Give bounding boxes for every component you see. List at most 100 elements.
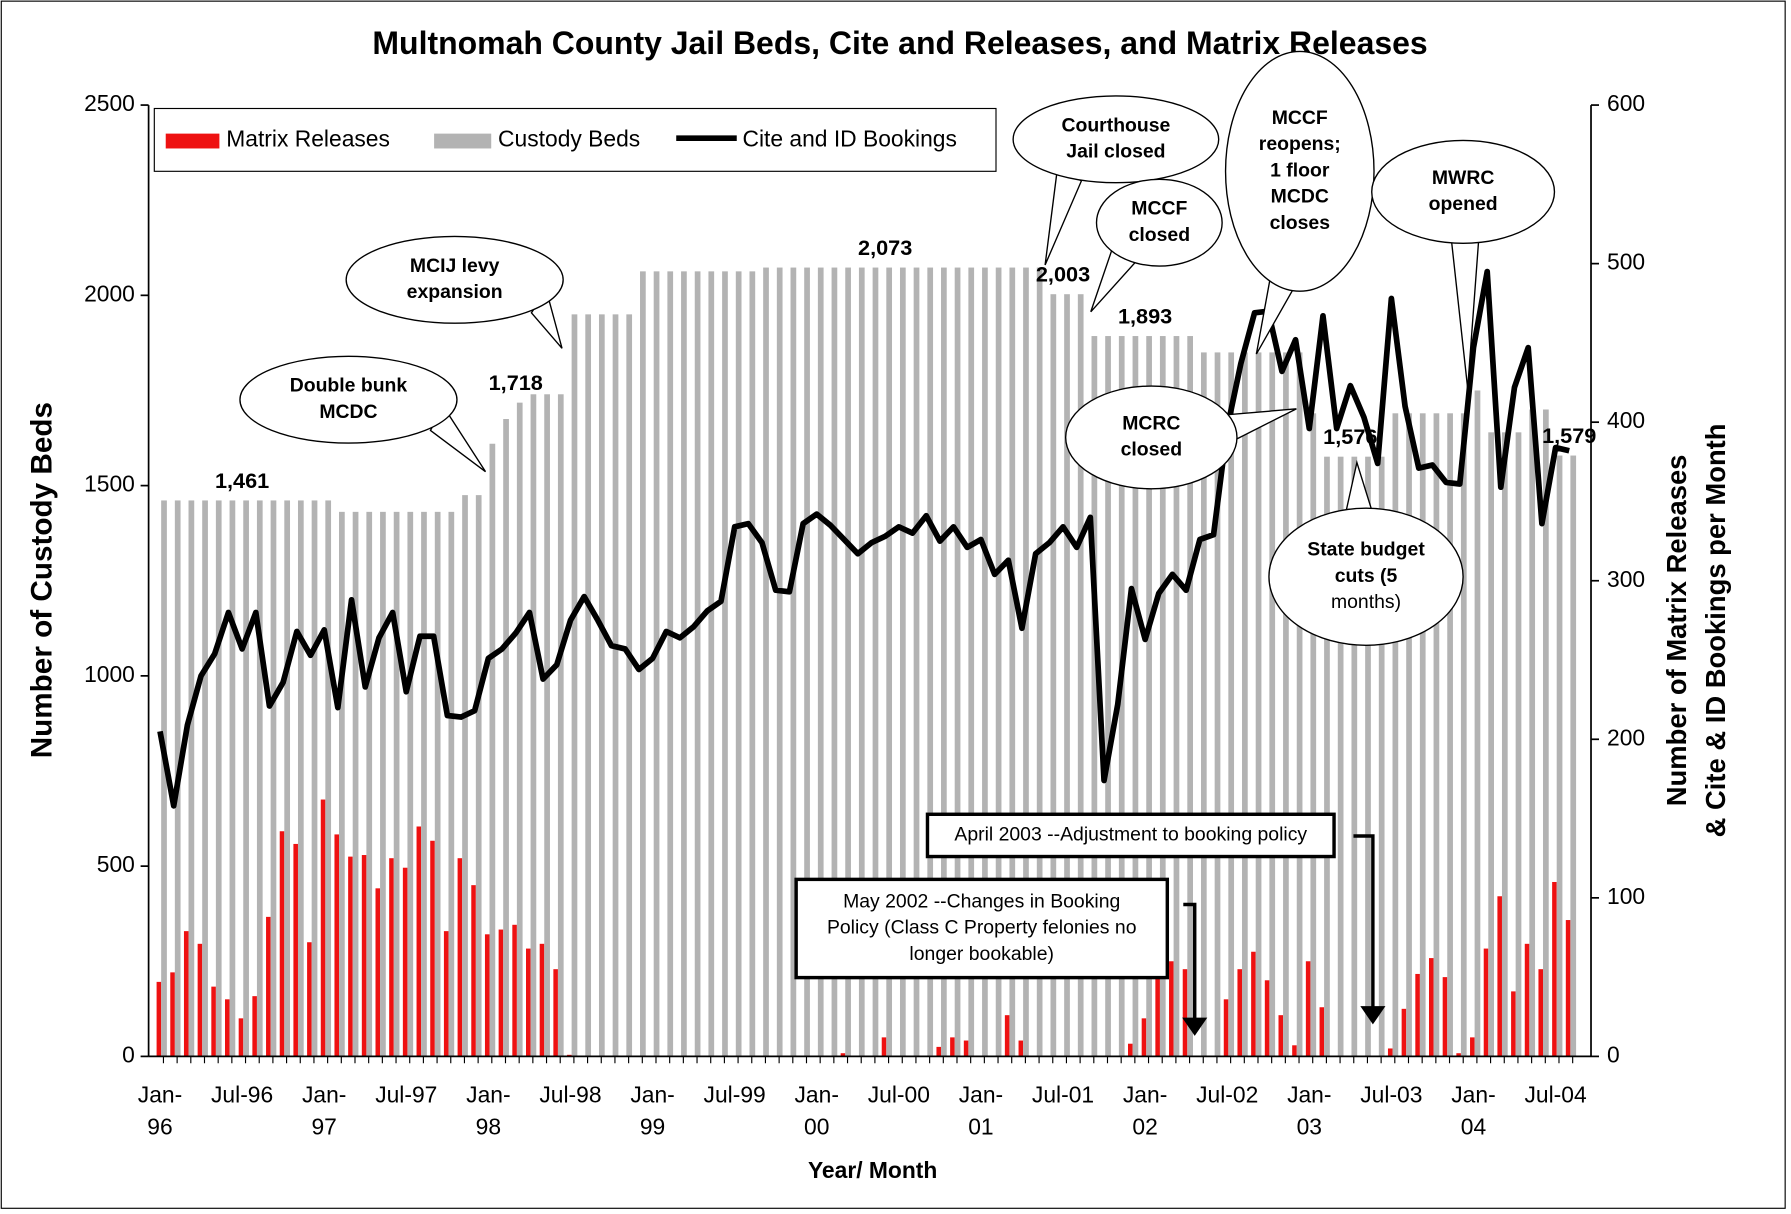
- x-tick-label-line: Jan-: [959, 1081, 1003, 1107]
- bar: [402, 867, 408, 1057]
- bar: [197, 943, 203, 1057]
- bar: [1319, 1007, 1325, 1057]
- callout-cover: [1114, 138, 1118, 141]
- x-tick-label-line: 98: [476, 1113, 501, 1139]
- callout-cover: [1158, 221, 1161, 224]
- bar: [1118, 336, 1125, 1057]
- bar: [872, 267, 879, 1057]
- callout-text: closed: [1129, 224, 1190, 246]
- bar: [1538, 969, 1544, 1057]
- x-tick-label: Jan- 04: [1451, 1081, 1495, 1139]
- bar: [1214, 352, 1221, 1057]
- legend: [153, 107, 997, 172]
- note-arrowhead: [1360, 1006, 1386, 1025]
- bar: [1501, 432, 1508, 1057]
- callout-text: expansion: [407, 281, 503, 303]
- bar: [1433, 413, 1440, 1057]
- bar: [270, 500, 277, 1057]
- bar: [297, 500, 304, 1057]
- bar: [516, 402, 523, 1057]
- bar: [1305, 961, 1311, 1057]
- bar: [1269, 352, 1276, 1057]
- bar: [430, 840, 435, 1057]
- bar: [170, 972, 175, 1057]
- bar: [1401, 1008, 1407, 1057]
- bar: [790, 267, 797, 1057]
- bar: [1023, 267, 1029, 1057]
- data-label: 1,893: [1118, 304, 1172, 329]
- x-tick-label: Jan- 02: [1123, 1081, 1167, 1139]
- bar: [320, 799, 326, 1057]
- y-tick-label: 1000: [84, 661, 135, 687]
- x-tick-label: Jul-97: [375, 1081, 437, 1107]
- callout-text: Jail closed: [1066, 141, 1165, 163]
- y-tick-label: 2000: [84, 280, 135, 306]
- callout-cover: [1461, 190, 1465, 194]
- bar: [1264, 980, 1270, 1057]
- bar: [763, 267, 769, 1057]
- bar: [1556, 455, 1563, 1057]
- bar: [1169, 961, 1174, 1057]
- bar: [1009, 267, 1016, 1057]
- bar: [858, 267, 865, 1057]
- bar: [913, 267, 920, 1057]
- y-tick-label: 1500: [84, 471, 135, 497]
- x-tick-label: Jul-02: [1196, 1081, 1258, 1107]
- bar: [982, 267, 988, 1057]
- bar: [1565, 920, 1571, 1057]
- bar: [1141, 1018, 1147, 1057]
- callout-text: 1 floor: [1270, 159, 1330, 181]
- y-tick-label: 0: [122, 1041, 135, 1067]
- bar: [484, 934, 490, 1057]
- y2-axis-title: & Cite & ID Bookings per Month: [1700, 423, 1731, 837]
- bar: [995, 267, 1002, 1057]
- bar: [694, 271, 701, 1057]
- bar: [927, 267, 934, 1057]
- x-tick-label-line: Jan-: [138, 1081, 182, 1107]
- bar: [539, 943, 545, 1057]
- bar: [457, 858, 463, 1057]
- bar: [279, 831, 285, 1057]
- bar: [1278, 1015, 1284, 1057]
- data-label: 1,579: [1542, 423, 1596, 448]
- callout-text: MWRC: [1432, 167, 1495, 189]
- note-arrowhead: [1182, 1017, 1208, 1036]
- bar: [512, 924, 517, 1057]
- bar: [585, 314, 592, 1057]
- bar: [443, 931, 449, 1057]
- bar: [1378, 456, 1385, 1057]
- bar: [325, 500, 332, 1057]
- legend-label: Matrix Releases: [226, 126, 390, 152]
- x-tick-label-line: 96: [147, 1113, 172, 1139]
- bar: [1456, 1053, 1461, 1057]
- bar: [375, 888, 381, 1057]
- legend-swatch: [434, 133, 492, 149]
- bar: [1146, 336, 1152, 1057]
- bar: [1497, 896, 1502, 1057]
- bar: [1292, 1045, 1297, 1057]
- bar: [1283, 352, 1289, 1057]
- bar: [448, 511, 455, 1057]
- bar: [202, 500, 208, 1057]
- bar: [1351, 456, 1358, 1057]
- y2-tick-label: 0: [1607, 1041, 1620, 1067]
- bar: [293, 843, 298, 1057]
- bar: [1223, 999, 1229, 1057]
- bar: [266, 916, 271, 1057]
- callout-cover: [1364, 575, 1368, 578]
- bar: [1529, 409, 1536, 1057]
- callout-text: opened: [1429, 193, 1498, 215]
- callout-text: cuts (5: [1335, 565, 1398, 587]
- bar: [722, 271, 728, 1057]
- bar: [1159, 336, 1166, 1057]
- bar: [708, 271, 715, 1057]
- x-tick-label-line: 01: [968, 1113, 993, 1139]
- legend-label: Custody Beds: [498, 126, 640, 152]
- bar: [1200, 352, 1207, 1057]
- bar: [284, 500, 291, 1057]
- bar: [1488, 432, 1495, 1057]
- callout-text: State budget: [1307, 539, 1425, 561]
- bar: [968, 267, 975, 1057]
- bar: [1406, 413, 1412, 1057]
